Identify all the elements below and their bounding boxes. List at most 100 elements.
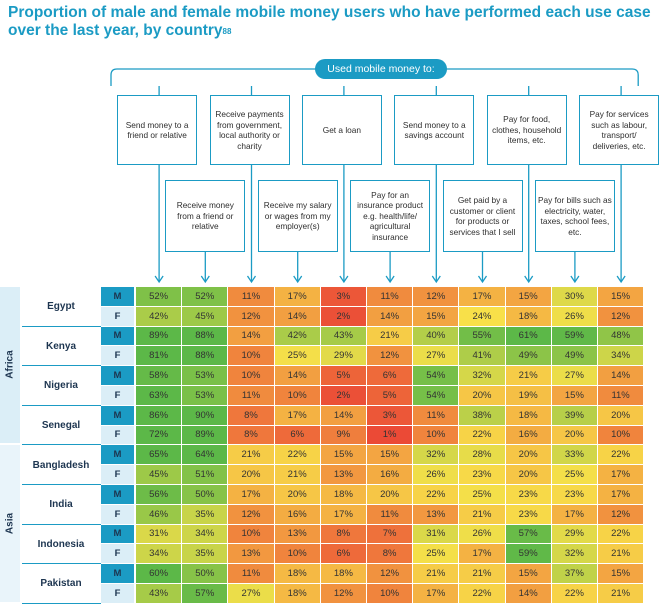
male-label: M — [101, 366, 134, 385]
heatmap-cell: 14% — [320, 405, 366, 425]
heatmap-cell: 12% — [413, 287, 459, 306]
heatmap-cell: 42% — [136, 306, 182, 326]
male-label: M — [101, 564, 134, 583]
country-label: Indonesia — [37, 538, 85, 550]
heatmap-cell: 20% — [505, 465, 551, 484]
heatmap-cell: 10% — [274, 544, 320, 564]
heatmap-cell: 12% — [228, 306, 274, 326]
male-label: M — [101, 485, 134, 504]
use-case-label: Receive payments from government, local … — [215, 109, 284, 151]
heatmap-cell: 18% — [320, 564, 366, 583]
heatmap-cell: 52% — [136, 287, 182, 306]
heatmap-cell: 23% — [551, 485, 597, 504]
heatmap-cell: 57% — [182, 584, 228, 603]
title-footnote: 88 — [222, 27, 232, 36]
heatmap-cell: 13% — [274, 524, 320, 544]
heatmap-cell: 22% — [598, 445, 644, 465]
heatmap-cell: 43% — [320, 326, 366, 346]
use-case-header: Get a loan — [301, 95, 382, 165]
heatmap-cell: 18% — [505, 306, 551, 326]
heatmap-cell: 25% — [274, 346, 320, 366]
heatmap-cell: 56% — [136, 485, 182, 504]
heatmap-cell: 10% — [228, 524, 274, 544]
heatmap-cell: 60% — [136, 564, 182, 583]
heatmap-cell: 27% — [413, 346, 459, 366]
use-case-header: Pay for food, clothes, household items, … — [486, 95, 567, 165]
male-label: M — [101, 524, 134, 544]
heatmap-cell: 59% — [551, 326, 597, 346]
heatmap-cell: 37% — [551, 564, 597, 583]
heatmap-cell: 50% — [182, 485, 228, 504]
heatmap-cell: 22% — [274, 445, 320, 465]
heatmap-cell: 21% — [598, 584, 644, 603]
heatmap-cell: 20% — [505, 445, 551, 465]
male-label: M — [101, 445, 134, 465]
heatmap-cell: 2% — [320, 386, 366, 405]
heatmap-cell: 14% — [367, 306, 413, 326]
heatmap-cell: 22% — [551, 584, 597, 603]
heatmap-cell: 22% — [459, 584, 505, 603]
heatmap-cell: 35% — [182, 544, 228, 564]
heatmap-cell: 31% — [136, 524, 182, 544]
heatmap-cell: 18% — [505, 405, 551, 425]
female-label: F — [101, 386, 134, 405]
heatmap-cell: 64% — [182, 445, 228, 465]
heatmap-cell: 18% — [320, 485, 366, 504]
heatmap-cell: 63% — [136, 386, 182, 405]
country-separator — [22, 602, 101, 604]
heatmap-cell: 45% — [182, 306, 228, 326]
heatmap-cell: 21% — [505, 366, 551, 385]
heatmap-cell: 11% — [367, 504, 413, 524]
heatmap-cell: 32% — [459, 366, 505, 385]
heatmap-cell: 31% — [413, 524, 459, 544]
heatmap-cell: 17% — [459, 544, 505, 564]
arrow-down-icon — [154, 275, 164, 284]
country-label: Pakistan — [40, 578, 82, 590]
heatmap-cell: 13% — [320, 465, 366, 484]
heatmap-cell: 21% — [413, 564, 459, 583]
use-case-label: Send money to a savings account — [402, 119, 466, 141]
heatmap-cell: 12% — [598, 306, 644, 326]
region-label: Africa — [4, 350, 16, 379]
heatmap-cell: 17% — [598, 465, 644, 484]
use-case-label: Receive my salary or wages from my emplo… — [263, 200, 332, 232]
heatmap-cell: 14% — [274, 366, 320, 385]
use-case-label: Pay for bills such as electricity, water… — [538, 195, 612, 237]
male-label: M — [101, 326, 134, 346]
country-separator — [22, 563, 101, 565]
female-label: F — [101, 584, 134, 603]
use-case-label: Pay for services such as labour, transpo… — [589, 109, 649, 151]
heatmap-cell: 26% — [551, 306, 597, 326]
heatmap-cell: 50% — [182, 564, 228, 583]
heatmap-cell: 34% — [182, 524, 228, 544]
heatmap-cell: 23% — [459, 465, 505, 484]
female-label: F — [101, 504, 134, 524]
heatmap-cell: 17% — [320, 504, 366, 524]
heatmap-cell: 18% — [274, 584, 320, 603]
arrow-down-icon — [246, 275, 257, 284]
heatmap-cell: 32% — [551, 544, 597, 564]
heatmap-cell: 39% — [551, 405, 597, 425]
heatmap-cell: 13% — [413, 504, 459, 524]
heatmap-cell: 22% — [598, 524, 644, 544]
region-label: Asia — [4, 512, 16, 534]
use-case-header: Receive payments from government, local … — [209, 95, 290, 165]
heatmap-cell: 5% — [367, 386, 413, 405]
heatmap-cell: 10% — [367, 584, 413, 603]
heatmap-cell: 88% — [182, 346, 228, 366]
arrow-down-icon — [431, 275, 441, 284]
heatmap-cell: 89% — [136, 326, 182, 346]
heatmap-cell: 89% — [182, 425, 228, 445]
use-case-label: Get a loan — [322, 124, 362, 135]
use-case-header: Receive money from a friend or relative — [165, 180, 246, 252]
heatmap-cell: 24% — [459, 306, 505, 326]
heatmap-cell: 52% — [182, 287, 228, 306]
heatmap-cell: 48% — [598, 326, 644, 346]
heatmap-cell: 15% — [413, 306, 459, 326]
heatmap-cell: 17% — [598, 485, 644, 504]
heatmap-cell: 49% — [505, 346, 551, 366]
heatmap-cell: 19% — [505, 386, 551, 405]
heatmap-cell: 18% — [274, 564, 320, 583]
heatmap-cell: 21% — [598, 544, 644, 564]
heatmap-cell: 33% — [551, 445, 597, 465]
